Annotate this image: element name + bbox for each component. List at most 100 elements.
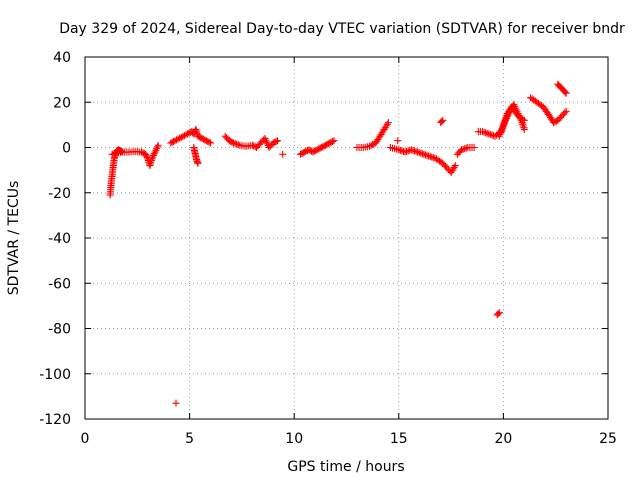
data-point <box>173 136 181 144</box>
data-point <box>421 151 429 159</box>
x-tick-label: 15 <box>390 431 408 447</box>
data-point <box>412 147 420 155</box>
data-point <box>495 309 503 317</box>
data-point <box>462 144 470 152</box>
data-point <box>458 146 466 154</box>
tick-layer: 0 5 10 15 20 25 -120 -100 -80 -60 -40 -20 0 20 40 <box>39 50 617 447</box>
data-point <box>151 148 159 156</box>
data-point <box>231 140 239 148</box>
data-point <box>395 146 403 154</box>
data-point <box>330 137 338 145</box>
data-point <box>394 137 402 145</box>
data-point <box>410 147 418 155</box>
data-point <box>383 120 391 128</box>
data-series-segment <box>353 119 392 151</box>
data-point <box>418 150 426 158</box>
data-point <box>152 146 160 154</box>
data-series-segment <box>527 94 570 127</box>
y-tick-label: 40 <box>53 50 71 66</box>
data-series-segment <box>554 80 570 97</box>
x-tick-label: 20 <box>494 431 512 447</box>
data-series-segment <box>279 150 287 158</box>
data-point <box>153 145 161 153</box>
data-series-segment <box>394 137 402 145</box>
data-point <box>398 147 406 155</box>
data-point <box>233 140 241 148</box>
data-point <box>483 129 491 137</box>
data-point <box>234 141 242 149</box>
data-point <box>177 133 185 141</box>
data-point <box>404 147 412 155</box>
data-series-segment <box>296 137 338 158</box>
data-point <box>150 151 158 159</box>
data-series-segment <box>172 399 180 407</box>
data-point <box>478 128 486 136</box>
data-point <box>561 109 569 117</box>
data-point <box>520 125 528 133</box>
data-point <box>439 116 447 124</box>
data-point <box>228 138 236 146</box>
data-point <box>459 145 467 153</box>
y-tick-label: -100 <box>39 367 71 383</box>
data-point <box>154 141 162 149</box>
data-point <box>153 143 161 151</box>
data-point <box>170 137 178 145</box>
data-point <box>431 154 439 162</box>
data-point <box>561 88 569 96</box>
data-point <box>172 399 180 407</box>
data-point <box>273 137 281 145</box>
data-point <box>142 152 150 160</box>
data-point <box>420 150 428 158</box>
data-point <box>451 162 459 170</box>
data-point <box>180 132 188 140</box>
data-point <box>179 132 187 140</box>
data-point <box>171 137 179 145</box>
data-point <box>403 147 411 155</box>
data-point <box>148 155 156 163</box>
data-point <box>414 148 422 156</box>
data-point <box>409 146 417 154</box>
data-point <box>194 159 202 167</box>
data-point <box>396 146 404 154</box>
data-point <box>384 119 392 127</box>
data-point <box>118 147 126 155</box>
data-point <box>230 139 238 147</box>
data-point <box>149 153 157 161</box>
x-tick-label: 5 <box>185 431 194 447</box>
data-point <box>415 149 423 157</box>
data-series-segment <box>221 132 281 151</box>
data-point <box>426 153 434 161</box>
x-tick-label: 25 <box>599 431 617 447</box>
data-point <box>562 89 570 97</box>
data-point <box>519 115 527 123</box>
y-tick-label: -20 <box>48 186 71 202</box>
data-point <box>174 135 182 143</box>
y-tick-label: 20 <box>53 95 71 111</box>
data-point <box>150 150 158 158</box>
x-tick-label: 10 <box>285 431 303 447</box>
grid-layer <box>85 57 608 419</box>
data-point <box>423 151 431 159</box>
data-point <box>485 130 493 138</box>
data-series-segment <box>167 125 215 147</box>
data-point <box>429 154 437 162</box>
data-point <box>182 131 190 139</box>
x-tick-label: 0 <box>81 431 90 447</box>
data-point <box>494 310 502 318</box>
y-tick-label: -40 <box>48 231 71 247</box>
data-point <box>205 138 213 146</box>
data-point <box>486 130 494 138</box>
data-series-segment <box>386 144 459 176</box>
data-point <box>367 142 375 150</box>
data-point <box>438 117 446 125</box>
data-point <box>366 142 374 150</box>
data-point <box>450 163 458 171</box>
data-point <box>369 141 377 149</box>
data-series-segment <box>108 141 162 170</box>
data-point <box>562 107 570 115</box>
data-series-segment <box>493 309 503 319</box>
data-point <box>520 116 528 124</box>
data-point <box>407 146 415 154</box>
y-tick-label: 0 <box>62 141 71 157</box>
